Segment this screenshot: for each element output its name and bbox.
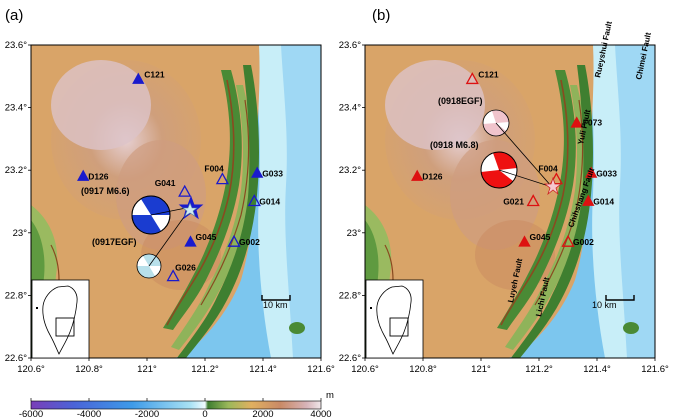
panel-b-scale-label: 10 km	[592, 300, 617, 310]
station-marker-g002	[227, 234, 241, 247]
lat-tick-label: 23.2°	[339, 165, 361, 176]
lat-tick-label: 23.4°	[5, 103, 27, 114]
panel-b-mainshock-label: (0918 M6.8)	[430, 140, 479, 150]
station-marker-f004	[215, 172, 229, 185]
panel-a-scale-label: 10 km	[263, 300, 288, 310]
panel-a	[30, 44, 322, 359]
panel-a-mainshock-label: (0917 M6.6)	[81, 186, 130, 196]
station-label-g002: G002	[239, 237, 260, 247]
station-marker-g045	[184, 235, 197, 247]
station-label-g021: G021	[503, 197, 524, 207]
lon-tick-label: 120.6°	[17, 364, 45, 375]
lat-tick-label: 23.6°	[5, 40, 27, 51]
colorbar-tick-label: 0	[202, 409, 207, 417]
panel-a-label: (a)	[5, 7, 23, 24]
panel-b-stations: C121 D126 F073 F004 G033 G021 G014 G045 G002	[411, 69, 617, 247]
station-label-f004: F004	[538, 164, 558, 174]
lat-tick-label: 22.6°	[339, 353, 361, 364]
station-marker-g014	[247, 194, 261, 207]
colorbar-unit: m	[326, 390, 334, 401]
station-marker-c121	[132, 72, 145, 84]
panel-b-epicenter-star	[543, 176, 563, 196]
station-marker-f073	[570, 116, 583, 128]
station-label-g014: G014	[259, 197, 280, 207]
colorbar-tick-label: -4000	[77, 409, 101, 417]
colorbar-tick-label: -2000	[135, 409, 159, 417]
station-label-g041: G041	[155, 178, 176, 188]
station-label-g045: G045	[530, 232, 551, 242]
colorbar: -6000 -4000 -2000 0 2000 4000 m	[19, 390, 334, 417]
station-marker-f004	[549, 172, 563, 185]
station-label-f004: F004	[204, 164, 224, 174]
colorbar-tick-label: 4000	[310, 409, 331, 417]
station-label-c121: C121	[478, 69, 499, 79]
station-label-g026: G026	[175, 263, 196, 273]
panel-a-egf-label: (0917EGF)	[92, 237, 137, 247]
lon-tick-label: 121°	[471, 364, 491, 375]
lon-tick-label: 120.6°	[351, 364, 379, 375]
station-marker-g033	[251, 166, 264, 178]
lat-tick-label: 23.6°	[339, 40, 361, 51]
lat-tick-label: 23.4°	[339, 103, 361, 114]
panel-b-egf-label: (0918EGF)	[438, 96, 483, 106]
lon-tick-label: 120.8°	[75, 364, 103, 375]
colorbar-tick-label: 2000	[252, 409, 273, 417]
panel-b-mainshock-beachball	[480, 151, 518, 189]
lat-tick-label: 22.6°	[5, 353, 27, 364]
panel-b	[364, 44, 656, 359]
lon-tick-label: 120.8°	[409, 364, 437, 375]
panel-b-label: (b)	[372, 7, 390, 24]
station-label-c121: C121	[144, 69, 165, 79]
lon-tick-label: 121.4°	[249, 364, 277, 375]
station-label-d126: D126	[88, 171, 109, 181]
station-marker-g026	[166, 269, 180, 282]
panel-a-egf-star	[182, 202, 198, 217]
lon-tick-label: 121.4°	[583, 364, 611, 375]
lon-tick-label: 121.2°	[525, 364, 553, 375]
inset-map	[31, 279, 90, 359]
station-label-g014: G014	[593, 197, 614, 207]
station-marker-g021	[526, 194, 540, 207]
station-marker-g041	[178, 184, 192, 197]
lat-tick-label: 23.2°	[5, 165, 27, 176]
lat-tick-label: 22.8°	[339, 290, 361, 301]
station-label-d126: D126	[422, 171, 443, 181]
lon-tick-label: 121°	[137, 364, 157, 375]
station-marker-d126	[411, 169, 424, 181]
station-marker-c121	[465, 72, 479, 85]
station-label-g033: G033	[596, 168, 617, 178]
lon-tick-label: 121.2°	[191, 364, 219, 375]
station-label-f073: F073	[583, 117, 603, 127]
lat-tick-label: 23°	[13, 228, 28, 239]
colorbar-tick-label: -6000	[19, 409, 43, 417]
station-marker-d126	[77, 169, 90, 181]
lat-tick-label: 23°	[347, 228, 362, 239]
station-marker-g014	[582, 194, 595, 206]
station-label-g033: G033	[262, 168, 283, 178]
station-marker-g033	[585, 166, 598, 178]
inset-map-b	[365, 279, 424, 359]
station-label-g045: G045	[196, 232, 217, 242]
station-marker-g045	[518, 235, 531, 247]
panel-a-lat-ticks: 23.6° 23.4° 23.2° 23° 22.8° 22.6°	[5, 40, 31, 364]
station-label-g002: G002	[573, 237, 594, 247]
lon-tick-label: 121.6°	[641, 364, 669, 375]
panel-b-lat-ticks: 23.6° 23.4° 23.2° 23° 22.8° 22.6°	[339, 40, 365, 364]
lon-tick-label: 121.6°	[307, 364, 335, 375]
panel-a-lon-ticks: 120.6° 120.8° 121° 121.2° 121.4° 121.6°	[17, 358, 335, 375]
panel-b-lon-ticks: 120.6° 120.8° 121° 121.2° 121.4° 121.6°	[351, 358, 669, 375]
panel-a-stations: C121 D126 G041 F004 G033 G014 G045 G002 G026	[77, 69, 283, 282]
lat-tick-label: 22.8°	[5, 290, 27, 301]
station-marker-g002	[561, 234, 575, 247]
